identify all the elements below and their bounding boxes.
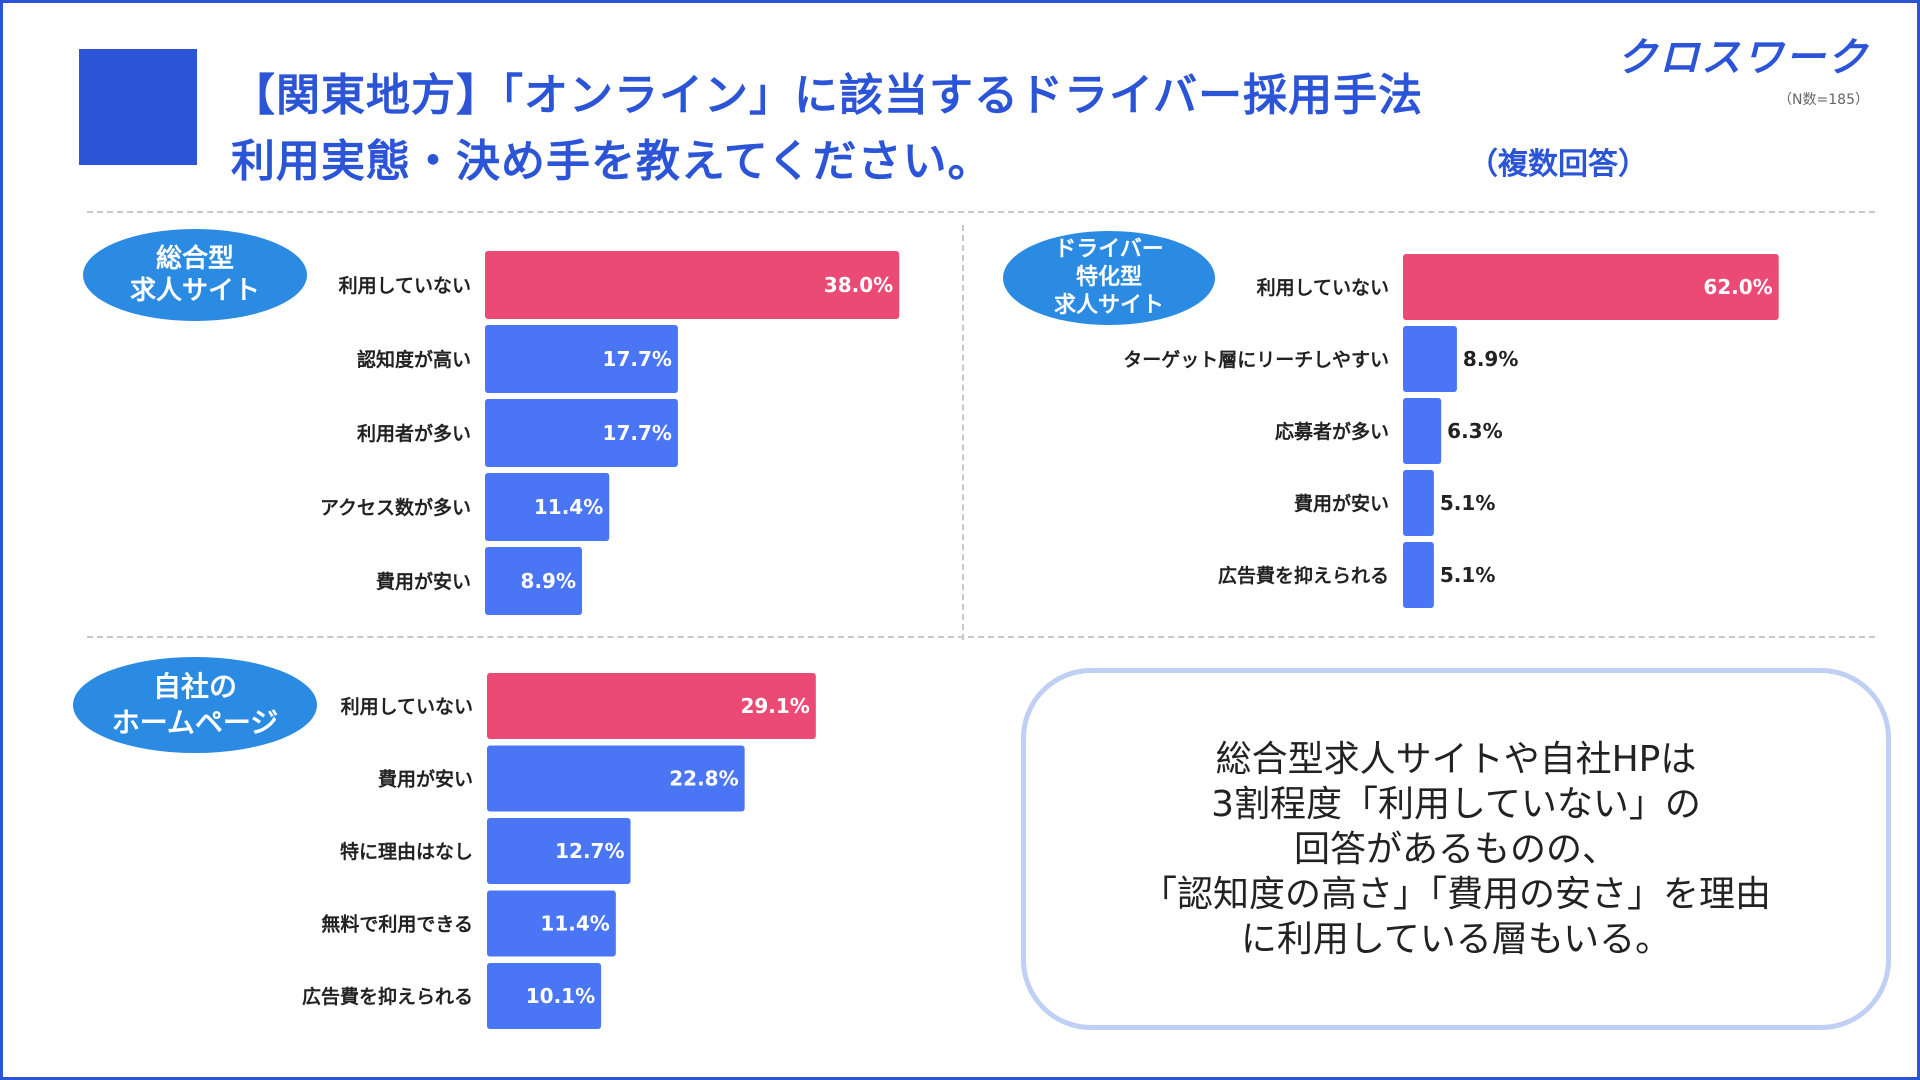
chart-company-homepage: 利用していない 29.1% 費用が安い 22.8% 特に理由はなし 12.7% 無料で利用で… xyxy=(302,673,816,1029)
category-label: ターゲット層にリーチしやすい xyxy=(1123,349,1389,371)
category-label: 広告費を抑えられる xyxy=(302,985,473,1008)
bar-0-3 xyxy=(485,473,610,541)
category-label: 利用していない xyxy=(1257,277,1389,299)
panel-label-line: 特化型 xyxy=(1075,265,1142,290)
value-label: 8.9% xyxy=(1463,347,1518,371)
category-label: 利用していない xyxy=(339,275,471,297)
bar-0-0 xyxy=(485,251,900,319)
bar-1-0 xyxy=(1403,254,1779,320)
summary-line: 3割程度「利用していない」の xyxy=(1211,783,1701,825)
sample-size-note: （N数=185） xyxy=(1778,92,1869,108)
panel-label-line: ドライバー xyxy=(1054,237,1164,262)
value-label: 22.8% xyxy=(669,767,738,791)
bar-2-4 xyxy=(487,963,602,1029)
brand-logo: クロスワーク xyxy=(1617,35,1869,81)
value-label: 10.1% xyxy=(526,984,595,1008)
panel-label-line: 求人サイト xyxy=(1053,293,1164,318)
divider-middle xyxy=(87,636,1875,638)
category-label: 利用していない xyxy=(341,696,473,718)
value-label: 17.7% xyxy=(603,347,672,371)
value-label: 29.1% xyxy=(740,694,809,718)
panel-general-job-site: 利用していない 38.0% 認知度が高い 17.7% 利用者が多い 17.7% アクセス数が… xyxy=(3,225,953,625)
divider-vertical xyxy=(962,225,964,640)
bar-2-2 xyxy=(487,818,631,884)
summary-line: 総合型求人サイトや自社HPは xyxy=(1215,738,1697,780)
value-label: 5.1% xyxy=(1440,491,1495,515)
bar-0-1 xyxy=(485,325,678,393)
panel-label-line: 総合型 xyxy=(155,244,234,274)
category-label: 費用が安い xyxy=(378,768,473,791)
page-title-line-1: 【関東地方】「オンライン」に該当するドライバー採用手法 xyxy=(231,70,1424,121)
chart-driver-job-site: 利用していない 62.0% ターゲット層にリーチしやすい 8.9% 応募者が多い 6.3%… xyxy=(1123,254,1779,608)
bar-1-4 xyxy=(1403,542,1434,608)
category-label: 広告費を抑えられる xyxy=(1218,564,1389,587)
value-label: 38.0% xyxy=(824,273,893,297)
panel-label-line: ホームページ xyxy=(111,706,279,739)
multiple-answers-note: （複数回答） xyxy=(1468,147,1648,182)
summary-line: 回答があるものの、 xyxy=(1293,828,1618,870)
panel-label-line: 自社の xyxy=(152,670,237,703)
value-label: 17.7% xyxy=(603,421,672,445)
value-label: 11.4% xyxy=(540,912,609,936)
summary-text: 総合型求人サイトや自社HPは 3割程度「利用していない」の 回答があるものの、 … xyxy=(1141,737,1771,962)
bar-0-4 xyxy=(485,547,583,615)
value-label: 11.4% xyxy=(534,495,603,519)
bar-2-1 xyxy=(487,745,745,812)
summary-box: 総合型求人サイトや自社HPは 3割程度「利用していない」の 回答があるものの、 … xyxy=(1021,668,1891,1030)
bar-0-2 xyxy=(485,399,678,467)
panel-label-general-job-site: 総合型 求人サイト xyxy=(83,229,307,321)
summary-line: に利用している層もいる。 xyxy=(1240,918,1672,960)
value-label: 6.3% xyxy=(1447,419,1502,443)
category-label: 費用が安い xyxy=(376,570,471,593)
value-label: 5.1% xyxy=(1440,563,1495,587)
value-label: 12.7% xyxy=(555,839,624,863)
value-label: 8.9% xyxy=(521,569,576,593)
summary-line: 「認知度の高さ」「費用の安さ」を理由 xyxy=(1140,873,1771,915)
panel-label-company-homepage: 自社の ホームページ xyxy=(73,657,317,753)
panel-company-homepage: 利用していない 29.1% 費用が安い 22.8% 特に理由はなし 12.7% 無料で利用で… xyxy=(3,653,953,1053)
divider-top xyxy=(87,211,1875,213)
bar-2-3 xyxy=(487,890,616,957)
page-title-line-2: 利用実態・決め手を教えてください。 xyxy=(231,136,993,187)
category-label: 無料で利用できる xyxy=(321,913,473,936)
bar-1-2 xyxy=(1403,398,1442,464)
category-label: 費用が安い xyxy=(1294,492,1389,515)
category-label: アクセス数が多い xyxy=(320,496,471,519)
category-label: 応募者が多い xyxy=(1275,420,1389,443)
category-label: 認知度が高い xyxy=(357,348,471,371)
panel-label-driver-job-site: ドライバー 特化型 求人サイト xyxy=(1003,231,1215,325)
category-label: 利用者が多い xyxy=(357,422,471,445)
accent-square xyxy=(79,49,197,165)
bar-1-1 xyxy=(1403,326,1457,392)
chart-general-job-site: 利用していない 38.0% 認知度が高い 17.7% 利用者が多い 17.7% アクセス数が… xyxy=(320,251,900,615)
value-label: 62.0% xyxy=(1703,275,1772,299)
category-label: 特に理由はなし xyxy=(340,840,473,863)
bar-1-3 xyxy=(1403,470,1434,536)
bar-2-0 xyxy=(487,673,816,739)
panel-label-line: 求人サイト xyxy=(129,276,260,306)
panel-driver-job-site: 利用していない 62.0% ターゲット層にリーチしやすい 8.9% 応募者が多い 6.3%… xyxy=(963,225,1913,625)
